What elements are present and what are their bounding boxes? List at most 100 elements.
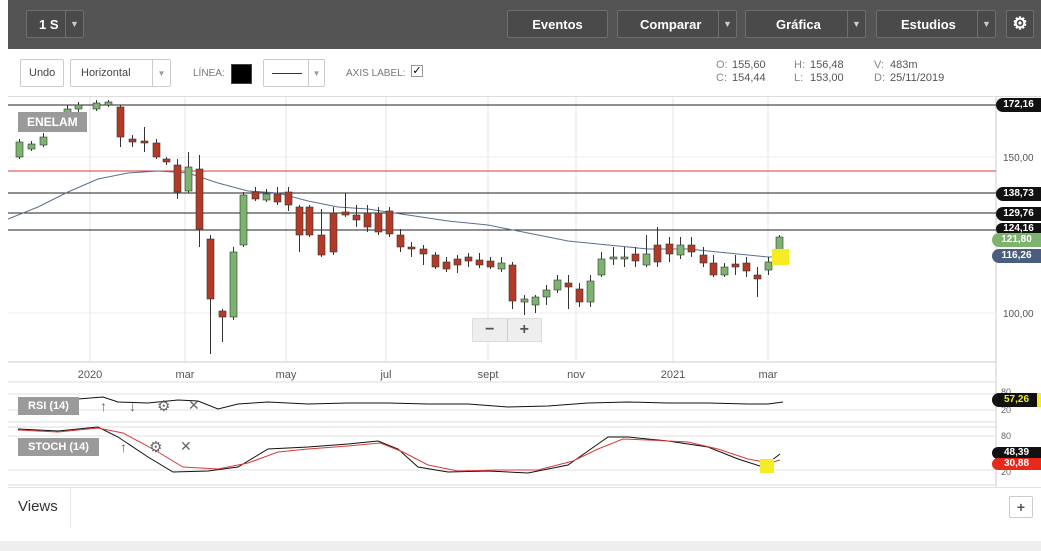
bottom-scroll-area <box>0 541 1041 551</box>
candle-up <box>27 143 36 150</box>
axis-label-checkbox[interactable]: ✓ <box>411 65 423 77</box>
chevron-down-icon[interactable]: ▼ <box>847 11 865 37</box>
ohlc-high-low: H: 156,48 L: 153,00 <box>794 59 844 85</box>
candle-up <box>497 262 506 270</box>
candle-down <box>687 244 696 253</box>
stoch-tag[interactable]: STOCH (14) <box>18 438 99 456</box>
x-axis-label: nov <box>567 369 585 381</box>
chevron-down-icon[interactable]: ▼ <box>977 11 995 37</box>
arrow-up-icon[interactable]: ↑ <box>100 398 107 414</box>
hline-tag-124: 124,16 <box>996 223 1041 235</box>
chevron-down-icon: ▼ <box>152 60 170 86</box>
price-chart-svg[interactable]: 150,00 100,00 2020 mar may jul sept nov 2021 ma… <box>7 97 1041 487</box>
candle-down <box>464 256 473 262</box>
zoom-out-button[interactable]: − <box>485 321 495 338</box>
candle-down <box>341 211 350 216</box>
candle-down <box>508 264 517 302</box>
grafica-button[interactable]: Gráfica ▼ <box>745 10 866 38</box>
x-axis-label: mar <box>759 369 778 381</box>
rsi-line <box>17 396 784 410</box>
volume-key: V: <box>874 59 884 71</box>
candle-up <box>553 279 562 291</box>
x-axis-label: mar <box>176 369 195 381</box>
gear-icon[interactable]: ⚙ <box>149 439 163 456</box>
candle-up <box>531 296 540 306</box>
open-value: 155,60 <box>732 59 766 71</box>
candle-down <box>251 191 260 200</box>
high-value: 156,48 <box>810 59 844 71</box>
volume-value: 483m <box>890 59 918 71</box>
stoch-d-value-tag: 30,88 <box>992 458 1041 470</box>
candle-down <box>206 238 215 300</box>
x-axis-label: sept <box>478 369 499 381</box>
zoom-in-button[interactable]: + <box>506 319 542 341</box>
rsi-highlight <box>1037 393 1041 407</box>
candle-down <box>742 262 751 272</box>
line-style-select[interactable]: Horizontal ▼ <box>70 59 171 87</box>
drawing-toolbar: Undo Horizontal ▼ LÍNEA: ▼ AXIS LABEL: ✓… <box>8 49 1041 97</box>
high-key: H: <box>794 59 805 71</box>
x-axis-label: 2020 <box>78 369 102 381</box>
close-icon[interactable]: ✕ <box>188 397 200 413</box>
candle-up <box>74 104 83 110</box>
arrow-up-icon[interactable]: ↑ <box>120 439 127 455</box>
chevron-down-icon: ▼ <box>308 60 324 86</box>
ohlc-volume-date: V: 483m D: 25/11/2019 <box>874 59 944 85</box>
candle-down <box>140 140 149 144</box>
zoom-control: − + <box>472 318 542 342</box>
settings-gear-button[interactable]: ⚙ <box>1006 10 1034 38</box>
undo-button[interactable]: Undo <box>20 59 64 87</box>
chevron-down-icon[interactable]: ▼ <box>718 11 736 37</box>
gear-icon[interactable]: ⚙ <box>157 398 171 415</box>
low-value: 153,00 <box>810 72 844 84</box>
candle-up <box>184 166 193 192</box>
open-key: O: <box>716 59 728 71</box>
x-axis-label: 2021 <box>661 369 685 381</box>
candle-down <box>374 212 383 233</box>
candle-down <box>295 206 304 236</box>
eventos-button[interactable]: Eventos <box>507 10 608 38</box>
candle-up <box>262 193 271 201</box>
interval-select[interactable]: 1 S ▼ <box>26 10 84 38</box>
candle-down <box>575 288 584 303</box>
symbol-tag[interactable]: ENELAM <box>18 112 87 132</box>
candle-up <box>642 253 651 266</box>
rsi-tick-80: 80 <box>1001 387 1011 397</box>
candle-down <box>162 158 171 163</box>
comparar-label: Comparar <box>640 16 702 32</box>
date-value: 25/11/2019 <box>890 72 945 84</box>
line-weight-preview <box>272 72 302 74</box>
candle-down <box>128 138 137 143</box>
candle-up <box>229 251 238 318</box>
estudios-label: Estudios <box>901 16 956 32</box>
candle-down <box>284 191 293 206</box>
line-weight-select[interactable]: ▼ <box>263 59 325 87</box>
line-color-swatch[interactable] <box>231 64 252 84</box>
interval-label: 1 S <box>39 16 59 32</box>
close-key: C: <box>716 72 727 84</box>
estudios-button[interactable]: Estudios ▼ <box>876 10 996 38</box>
stoch-highlight <box>760 459 774 473</box>
candle-down <box>218 310 227 318</box>
rsi-tick-20: 20 <box>1001 405 1011 415</box>
comparar-button[interactable]: Comparar ▼ <box>617 10 737 38</box>
candle-down <box>329 212 338 253</box>
candle-up <box>39 136 48 146</box>
rsi-tag[interactable]: RSI (14) <box>18 397 79 415</box>
line-label: LÍNEA: <box>193 68 225 79</box>
add-view-button[interactable]: + <box>1009 496 1033 518</box>
candle-down <box>442 261 451 270</box>
views-bar: Views + <box>8 487 1041 528</box>
candle-down <box>396 234 405 248</box>
hline-tag-129: 129,76 <box>996 207 1041 221</box>
ma-value-tag: 116,26 <box>992 249 1041 263</box>
chart-area[interactable]: 150,00 100,00 2020 mar may jul sept nov 2021 ma… <box>7 97 1041 487</box>
candle-up <box>586 280 595 303</box>
candle-down <box>709 262 718 276</box>
candle-down <box>317 234 326 256</box>
arrow-down-icon[interactable]: ↓ <box>129 398 136 414</box>
hline-tag-172: 172,16 <box>996 98 1041 112</box>
chevron-down-icon: ▼ <box>65 11 83 37</box>
rsi-value-tag: 57,26 <box>992 393 1041 407</box>
close-icon[interactable]: ✕ <box>180 438 192 454</box>
